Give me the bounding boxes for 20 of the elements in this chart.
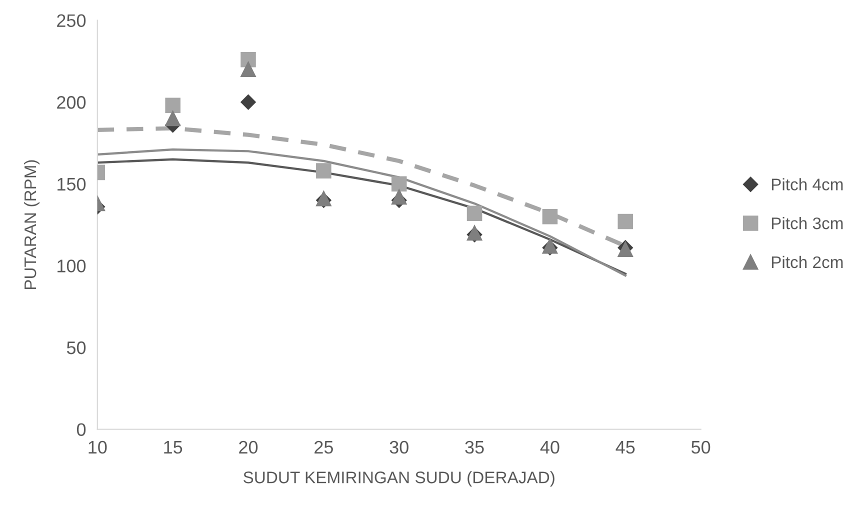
- x-tick-label: 20: [239, 440, 258, 454]
- x-tick-label: 45: [616, 441, 635, 454]
- y-tick-label: 0: [76, 423, 86, 436]
- y-tick-label: 150: [58, 178, 86, 191]
- legend-label: Pitch 4cm: [772, 178, 843, 190]
- x-axis-title: SUDUT KEMIRINGAN SUDU (DERAJAD): [244, 471, 554, 487]
- x-tick-label: 50: [691, 440, 710, 454]
- x-tick-label: 30: [390, 440, 408, 454]
- x-tick-label: 10: [88, 440, 107, 454]
- legend-label: Pitch 3cm: [772, 217, 843, 230]
- y-axis-title: PUTARAN (RPM): [24, 160, 40, 290]
- y-tick-label: 50: [66, 341, 86, 354]
- y-tick-label: 200: [57, 96, 86, 109]
- x-tick-label: 35: [465, 440, 484, 454]
- y-tick-label: 100: [58, 260, 86, 272]
- y-tick-label: 250: [57, 14, 86, 28]
- x-tick-label: 40: [540, 440, 560, 454]
- x-tick-label: 15: [164, 441, 182, 454]
- legend-label: Pitch 2cm: [772, 256, 843, 268]
- x-tick-label: 25: [314, 440, 333, 454]
